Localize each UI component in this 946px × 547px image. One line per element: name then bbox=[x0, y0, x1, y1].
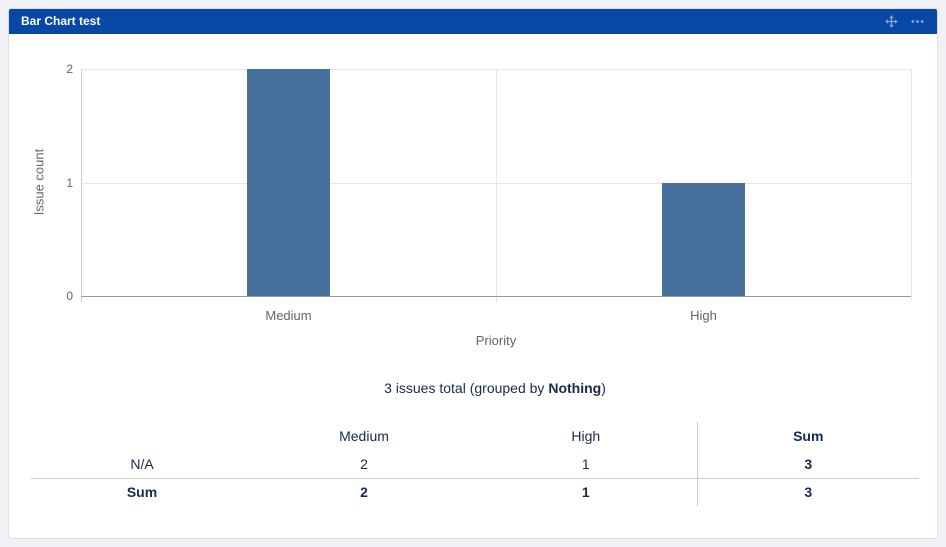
x-axis-line bbox=[81, 296, 911, 297]
move-icon[interactable] bbox=[884, 14, 899, 29]
y-axis-line bbox=[81, 69, 82, 302]
bar-chart-gadget: Bar Chart test I bbox=[8, 8, 938, 539]
cell-high: 1 bbox=[475, 477, 697, 506]
y-axis-tick-label: 2 bbox=[66, 62, 73, 76]
gadget-header-actions bbox=[884, 14, 925, 29]
table-header-row: Medium High Sum bbox=[31, 422, 919, 450]
bar-medium[interactable] bbox=[247, 69, 330, 296]
summary-group-by: Nothing bbox=[548, 380, 602, 396]
cell-sum: 3 bbox=[696, 477, 919, 506]
bar-chart: Issue count Priority 0 1 2 Medium High bbox=[9, 34, 937, 364]
gadget-header: Bar Chart test bbox=[9, 9, 937, 34]
table-row-sum: Sum 2 1 3 bbox=[31, 477, 919, 506]
y-axis-tick-label: 1 bbox=[66, 175, 73, 190]
issues-total-summary: 3 issues total (grouped by Nothing) bbox=[9, 380, 937, 396]
table-header-medium: Medium bbox=[339, 428, 389, 444]
summary-table: Medium High Sum N/A 2 1 3 Sum 2 1 3 bbox=[31, 422, 919, 506]
x-axis-category-label: High bbox=[690, 308, 717, 323]
cell-medium: 2 bbox=[360, 455, 368, 472]
cell-sum: 3 bbox=[696, 450, 919, 478]
x-axis-title: Priority bbox=[475, 333, 517, 348]
table-header-high: High bbox=[571, 428, 601, 444]
row-label: Sum bbox=[31, 477, 253, 506]
gadget-title: Bar Chart test bbox=[21, 14, 101, 28]
table-header-empty bbox=[31, 422, 253, 450]
cell-high: 1 bbox=[581, 455, 590, 472]
table-row-na: N/A 2 1 3 bbox=[31, 450, 919, 478]
bar-high[interactable] bbox=[662, 182, 745, 296]
gridline-vertical bbox=[911, 69, 912, 302]
x-axis-category-label: Medium bbox=[265, 308, 312, 323]
row-label: N/A bbox=[130, 455, 154, 472]
gridline-vertical bbox=[496, 69, 497, 302]
cell-medium: 2 bbox=[253, 477, 475, 506]
summary-prefix: 3 issues total (grouped by bbox=[384, 380, 549, 396]
more-options-icon[interactable] bbox=[910, 14, 925, 29]
table-header-sum: Sum bbox=[696, 422, 919, 450]
y-axis-tick-label: 0 bbox=[66, 289, 73, 303]
summary-suffix: ) bbox=[601, 380, 606, 396]
